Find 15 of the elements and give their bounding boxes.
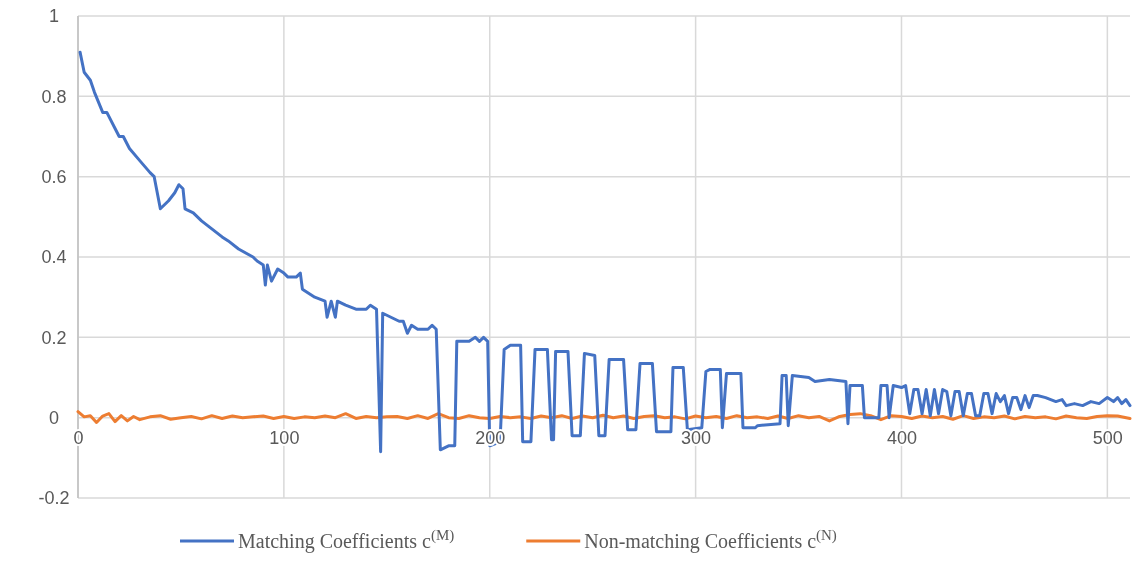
y-tick-label: 0.8 (41, 86, 67, 107)
y-tick-label: 0.2 (41, 327, 67, 348)
x-tick-label: 500 (1092, 428, 1123, 449)
y-tick-label: 1 (48, 6, 60, 27)
legend-label: Non-matching Coefficients c$^{(N)}$ (584, 527, 837, 553)
x-tick-label: 100 (269, 428, 300, 449)
y-tick-label: -0.2 (38, 488, 70, 509)
x-tick-label: 300 (681, 428, 712, 449)
legend-label: Matching Coefficients c$^{(M)}$ (238, 527, 455, 553)
y-tick-label: 0.6 (41, 166, 67, 187)
y-tick-label: 0 (48, 407, 60, 428)
x-tick-label: 0 (73, 428, 84, 449)
x-tick-label: 400 (886, 428, 918, 449)
y-tick-label: 0.4 (41, 247, 67, 268)
line-series (76, 410, 1132, 424)
